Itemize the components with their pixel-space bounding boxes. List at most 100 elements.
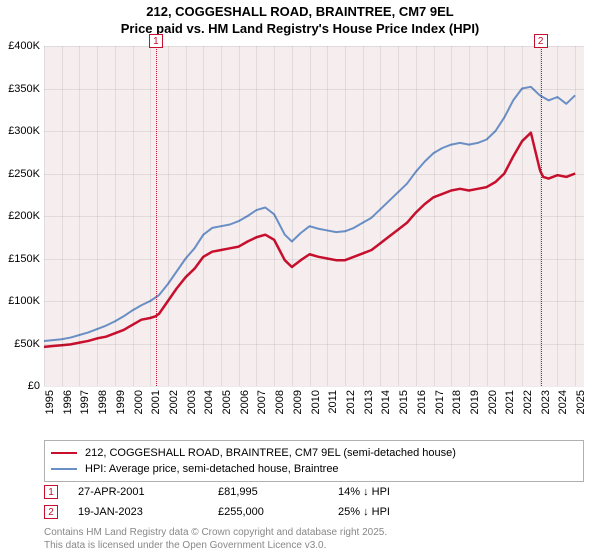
chart-plot-area: 12	[44, 46, 584, 386]
y-tick-label: £250K	[8, 168, 40, 180]
x-gridline	[434, 46, 435, 386]
y-tick-label: £50K	[14, 338, 40, 350]
legend-swatch	[51, 468, 77, 470]
y-gridline	[44, 46, 584, 47]
y-gridline	[44, 344, 584, 345]
marker-line-2	[541, 46, 542, 386]
title-address: 212, COGGESHALL ROAD, BRAINTREE, CM7 9EL	[0, 4, 600, 21]
y-gridline	[44, 301, 584, 302]
x-gridline	[292, 46, 293, 386]
y-tick-label: £150K	[8, 253, 40, 265]
x-tick-label: 2023	[540, 390, 552, 414]
x-gridline	[274, 46, 275, 386]
y-tick-label: £350K	[8, 83, 40, 95]
x-tick-label: 2005	[221, 390, 233, 414]
x-gridline	[203, 46, 204, 386]
x-gridline	[150, 46, 151, 386]
x-tick-label: 2013	[363, 390, 375, 414]
legend-item: 212, COGGESHALL ROAD, BRAINTREE, CM7 9EL…	[51, 445, 577, 461]
x-gridline	[133, 46, 134, 386]
x-tick-label: 1997	[79, 390, 91, 414]
title-subtitle: Price paid vs. HM Land Registry's House …	[0, 21, 600, 38]
x-gridline	[416, 46, 417, 386]
x-gridline	[363, 46, 364, 386]
x-tick-label: 2016	[416, 390, 428, 414]
footer-line1: Contains HM Land Registry data © Crown c…	[44, 526, 584, 539]
x-tick-label: 2006	[239, 390, 251, 414]
x-tick-label: 1996	[62, 390, 74, 414]
x-gridline	[256, 46, 257, 386]
footer-attribution: Contains HM Land Registry data © Crown c…	[44, 526, 584, 552]
x-tick-label: 1999	[115, 390, 127, 414]
y-gridline	[44, 89, 584, 90]
y-gridline	[44, 259, 584, 260]
transaction-price: £255,000	[218, 506, 338, 518]
x-gridline	[575, 46, 576, 386]
legend-item: HPI: Average price, semi-detached house,…	[51, 461, 577, 477]
x-gridline	[398, 46, 399, 386]
x-gridline	[469, 46, 470, 386]
x-gridline	[168, 46, 169, 386]
footer-line2: This data is licensed under the Open Gov…	[44, 539, 584, 552]
x-tick-label: 1995	[44, 390, 56, 414]
y-tick-label: £300K	[8, 125, 40, 137]
marker-line-1	[156, 46, 157, 386]
x-tick-label: 2014	[380, 390, 392, 414]
y-tick-label: £200K	[8, 210, 40, 222]
transactions-table: 127-APR-2001£81,99514% ↓ HPI219-JAN-2023…	[44, 482, 584, 522]
x-gridline	[345, 46, 346, 386]
transaction-price: £81,995	[218, 486, 338, 498]
transaction-marker: 2	[44, 505, 58, 519]
transaction-date: 27-APR-2001	[78, 486, 218, 498]
x-tick-label: 2022	[522, 390, 534, 414]
x-tick-label: 2024	[557, 390, 569, 414]
x-gridline	[487, 46, 488, 386]
y-tick-label: £100K	[8, 295, 40, 307]
x-tick-label: 2012	[345, 390, 357, 414]
y-gridline	[44, 174, 584, 175]
y-gridline	[44, 131, 584, 132]
y-tick-label: £0	[28, 380, 40, 392]
x-tick-label: 2010	[310, 390, 322, 414]
x-tick-label: 2009	[292, 390, 304, 414]
transaction-delta: 14% ↓ HPI	[338, 486, 458, 498]
x-tick-label: 2020	[487, 390, 499, 414]
x-gridline	[380, 46, 381, 386]
marker-box-2: 2	[534, 34, 548, 48]
transaction-marker: 1	[44, 485, 58, 499]
legend-label: 212, COGGESHALL ROAD, BRAINTREE, CM7 9EL…	[85, 447, 456, 459]
x-gridline	[62, 46, 63, 386]
x-gridline	[451, 46, 452, 386]
x-tick-label: 2017	[434, 390, 446, 414]
title-block: 212, COGGESHALL ROAD, BRAINTREE, CM7 9EL…	[0, 0, 600, 38]
x-tick-label: 2002	[168, 390, 180, 414]
x-gridline	[310, 46, 311, 386]
x-tick-label: 2004	[203, 390, 215, 414]
x-gridline	[522, 46, 523, 386]
x-gridline	[221, 46, 222, 386]
x-gridline	[44, 46, 45, 386]
x-axis: 1995199619971998199920002001200220032004…	[44, 386, 584, 436]
x-tick-label: 2011	[327, 390, 339, 414]
x-gridline	[115, 46, 116, 386]
legend-swatch	[51, 452, 77, 454]
x-gridline	[327, 46, 328, 386]
x-tick-label: 2007	[256, 390, 268, 414]
x-gridline	[79, 46, 80, 386]
transaction-delta: 25% ↓ HPI	[338, 506, 458, 518]
x-tick-label: 2025	[575, 390, 587, 414]
x-gridline	[239, 46, 240, 386]
x-tick-label: 1998	[97, 390, 109, 414]
transaction-row: 219-JAN-2023£255,00025% ↓ HPI	[44, 502, 584, 522]
transaction-row: 1 27-APR-2001£81,99514% ↓ HPI	[44, 482, 584, 502]
legend-box: 212, COGGESHALL ROAD, BRAINTREE, CM7 9EL…	[44, 440, 584, 482]
legend-label: HPI: Average price, semi-detached house,…	[85, 463, 339, 475]
x-tick-label: 2018	[451, 390, 463, 414]
x-tick-label: 2021	[504, 390, 516, 414]
x-tick-label: 2001	[150, 390, 162, 414]
y-gridline	[44, 216, 584, 217]
x-tick-label: 2008	[274, 390, 286, 414]
x-tick-label: 2015	[398, 390, 410, 414]
x-tick-label: 2000	[133, 390, 145, 414]
x-gridline	[504, 46, 505, 386]
